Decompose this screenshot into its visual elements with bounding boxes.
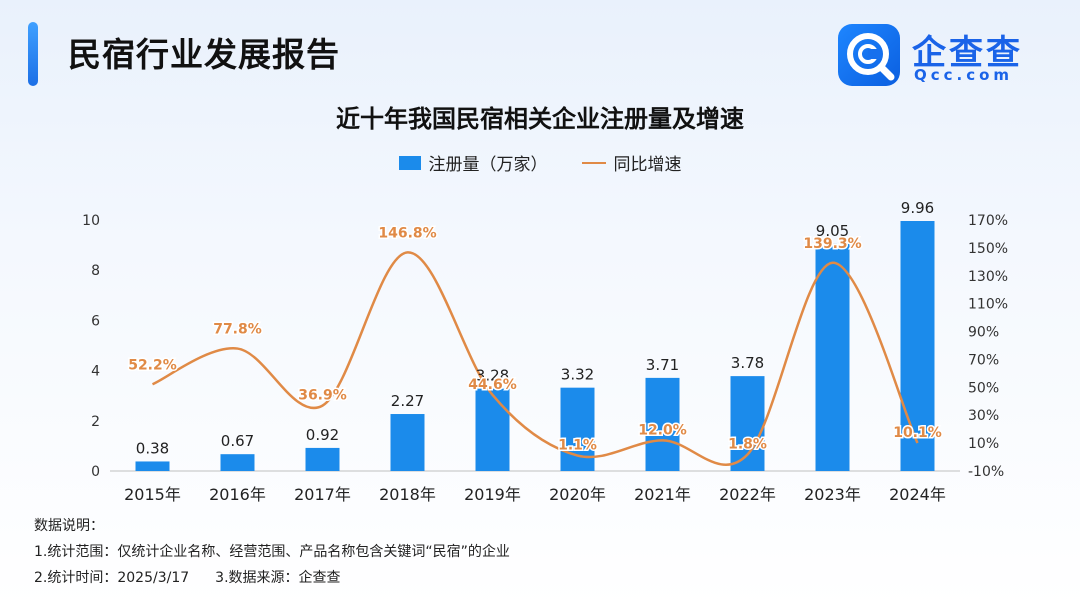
x-tick-label: 2021年 <box>634 485 691 504</box>
bar-2015年 <box>135 461 170 471</box>
x-tick-label: 2016年 <box>209 485 266 504</box>
bar-2018年 <box>390 414 425 471</box>
y-right-tick-label: 50% <box>968 380 999 396</box>
legend-item-growth: 同比增速 <box>581 150 682 175</box>
legend-label-growth: 同比增速 <box>613 155 682 175</box>
bar-2024年 <box>900 221 935 471</box>
y-right-tick-label: 170% <box>968 213 1008 229</box>
line-value-label: 12.0% <box>638 422 687 438</box>
bar-value-label: 0.38 <box>136 439 169 457</box>
bar-value-label: 0.92 <box>306 426 339 444</box>
brand-name: 企查查 <box>912 33 1023 73</box>
x-tick-label: 2024年 <box>889 485 946 504</box>
x-tick-label: 2023年 <box>804 485 861 504</box>
line-value-label: 10.1% <box>893 425 942 441</box>
y-right-tick-label: -10% <box>968 464 1004 480</box>
bar-2020年 <box>560 387 595 471</box>
y-right-tick-label: 30% <box>968 408 999 424</box>
bar-value-label: 0.67 <box>221 432 254 450</box>
y-right-tick-label: 150% <box>968 241 1008 257</box>
bar-2021年 <box>645 377 680 471</box>
bar-value-label: 3.32 <box>561 366 594 384</box>
notes-time: 2.统计时间：2025/3/17 <box>34 570 190 586</box>
bar-2016年 <box>220 454 255 471</box>
legend-label-registrations: 注册量（万家） <box>428 155 548 175</box>
line-value-label: 1.1% <box>558 438 597 454</box>
title-accent-bar <box>28 22 38 86</box>
chart-legend: 注册量（万家） 同比增速 <box>0 150 1080 175</box>
report-title: 民宿行业发展报告 <box>68 35 340 74</box>
bar-value-label: 3.28 <box>476 367 509 385</box>
bar-value-label: 3.78 <box>731 354 764 372</box>
notes-line-2: 2.统计时间：2025/3/17 3.数据来源：企查查 <box>34 565 510 591</box>
line-value-label: 36.9% <box>298 388 347 404</box>
line-value-label: 44.6% <box>468 377 517 393</box>
legend-line-swatch <box>581 161 606 164</box>
qcc-logo-icon <box>838 24 900 86</box>
growth-rate-line <box>151 251 919 467</box>
y-right-tick-label: 90% <box>968 325 999 341</box>
bar-value-label: 9.05 <box>816 222 849 240</box>
notes-line-1: 1.统计范围：仅统计企业名称、经营范围、产品名称包含关键词“民宿”的企业 <box>34 544 510 560</box>
legend-bar-swatch <box>398 155 421 170</box>
bar-2022年 <box>730 376 765 471</box>
bar-2017年 <box>305 447 340 471</box>
y-right-tick-label: 110% <box>968 297 1008 313</box>
brand-domain: Qcc.com <box>914 66 1014 84</box>
notes-source: 3.数据来源：企查查 <box>215 570 341 586</box>
data-notes: 数据说明： 1.统计范围：仅统计企业名称、经营范围、产品名称包含关键词“民宿”的… <box>34 513 510 591</box>
line-value-label: 1.8% <box>728 437 767 453</box>
y-left-tick-label: 0 <box>91 464 100 480</box>
bar-value-label: 2.27 <box>391 392 424 410</box>
x-tick-label: 2020年 <box>549 485 606 504</box>
y-left-tick-label: 8 <box>91 263 100 279</box>
line-value-label: 146.8% <box>378 225 436 241</box>
x-tick-label: 2019年 <box>464 485 521 504</box>
bar-2023年 <box>815 243 850 471</box>
y-left-tick-label: 10 <box>82 213 100 229</box>
x-tick-label: 2018年 <box>379 485 436 504</box>
bar-2019年 <box>475 388 510 471</box>
notes-heading: 数据说明： <box>34 518 104 534</box>
brand-logo: 企查查 Qcc.com <box>838 24 1048 88</box>
line-value-label: 139.3% <box>803 236 861 252</box>
line-value-label: 52.2% <box>128 357 177 373</box>
x-tick-label: 2017年 <box>294 485 351 504</box>
bar-value-label: 3.71 <box>646 356 679 374</box>
line-value-label: 77.8% <box>213 322 262 338</box>
chart-title: 近十年我国民宿相关企业注册量及增速 <box>336 105 744 133</box>
y-left-tick-label: 2 <box>91 414 100 430</box>
y-right-tick-label: 10% <box>968 436 999 452</box>
x-tick-label: 2022年 <box>719 485 776 504</box>
x-tick-label: 2015年 <box>124 485 181 504</box>
y-right-tick-label: 70% <box>968 352 999 368</box>
y-right-tick-label: 130% <box>968 269 1008 285</box>
bar-value-label: 9.96 <box>901 199 934 217</box>
legend-item-registrations: 注册量（万家） <box>398 150 548 175</box>
y-left-tick-label: 4 <box>91 364 100 380</box>
y-left-tick-label: 6 <box>91 313 100 329</box>
